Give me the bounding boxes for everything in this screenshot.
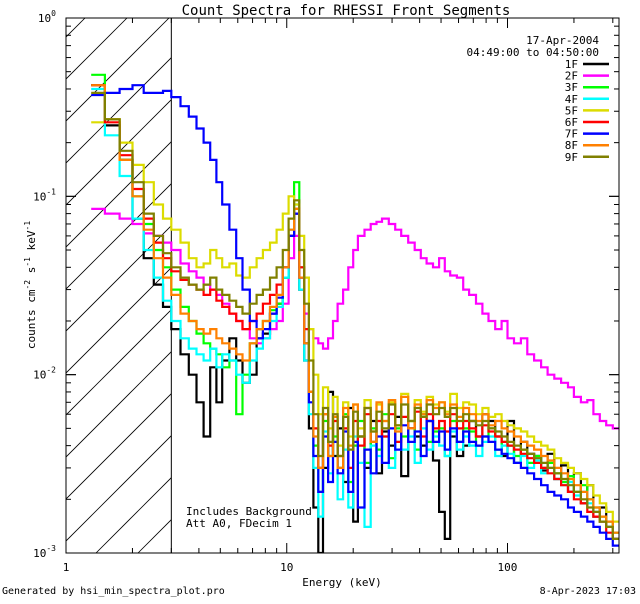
y-tick-label-exp: 0 (51, 9, 56, 18)
y-axis-label-part-3: keV (25, 230, 38, 257)
y-axis-label-part-1: counts cm (25, 289, 38, 349)
legend-label-7F: 7F (565, 128, 578, 141)
y-axis-label-exp-3: -1 (23, 221, 32, 231)
series-line-7F (91, 84, 619, 547)
y-tick-label: 10-3 (33, 544, 56, 560)
y-axis-label-part-2: s (25, 267, 38, 280)
legend-label-5F: 5F (565, 104, 578, 117)
x-axis-ticks: 1 10 100 (63, 18, 614, 574)
y-axis-label: counts cm-2 s-1 keV-1 (23, 221, 38, 349)
series-line-4F (91, 87, 619, 540)
attenuator-note: Att A0, FDecim 1 (186, 517, 292, 530)
legend-label-6F: 6F (565, 116, 578, 129)
legend-label-1F: 1F (565, 58, 578, 71)
y-tick-label-base: 10 (38, 12, 51, 25)
y-axis-label-exp-1: -2 (23, 280, 32, 290)
y-tick-label-base: 10 (33, 369, 46, 382)
hatch-line (66, 351, 172, 458)
x-tick-label: 100 (498, 561, 518, 574)
series-line-6F (91, 84, 619, 540)
timestamp-footer: 8-Apr-2023 17:03 (540, 586, 636, 597)
legend-label-8F: 8F (565, 139, 578, 152)
hatch-line (66, 18, 128, 80)
chart-title: Count Spectra for RHESSI Front Segments (182, 3, 511, 19)
legend-label-9F: 9F (565, 151, 578, 164)
x-axis-label: Energy (keV) (302, 576, 381, 589)
hatch-line (66, 18, 170, 122)
observation-date: 17-Apr-2004 (526, 34, 599, 47)
y-tick-label-exp: -1 (46, 187, 56, 196)
y-tick-label-base: 10 (33, 190, 46, 203)
x-tick-label: 10 (280, 561, 293, 574)
series-lines (91, 73, 619, 553)
background-note: Includes Background (186, 505, 312, 518)
y-tick-label: 10-1 (33, 187, 56, 203)
series-line-9F (91, 91, 619, 540)
series-line-5F (91, 118, 619, 523)
plot-frame (65, 17, 620, 554)
y-tick-label: 100 (38, 9, 56, 25)
y-tick-label-exp: -2 (46, 366, 56, 375)
legend-label-4F: 4F (565, 93, 578, 106)
hatch-line (66, 393, 172, 500)
x-tick-label: 1 (63, 561, 70, 574)
y-tick-label: 10-2 (33, 366, 56, 382)
generated-by-footer: Generated by hsi_min_spectra_plot.pro (2, 586, 225, 597)
legend-label-2F: 2F (565, 70, 578, 83)
legend-label-3F: 3F (565, 81, 578, 94)
hatch-line (66, 435, 172, 542)
y-tick-label-base: 10 (33, 547, 46, 560)
observation-time-range: 04:49:00 to 04:50:00 (467, 46, 599, 59)
y-axis-label-exp-2: -1 (23, 257, 32, 267)
hatch-line (66, 183, 172, 290)
y-tick-label-exp: -3 (46, 544, 56, 553)
